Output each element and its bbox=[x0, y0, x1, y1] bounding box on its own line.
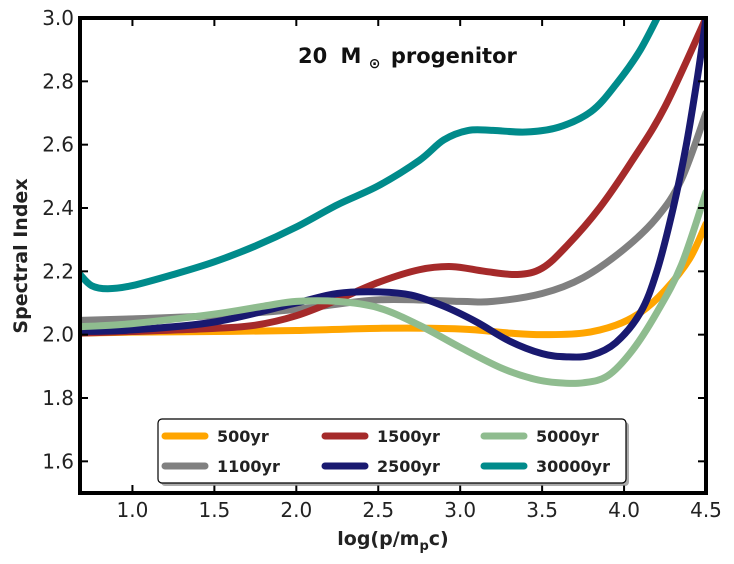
legend-label-1100yr: 1100yr bbox=[217, 457, 280, 476]
x-tick-label: 4.5 bbox=[690, 498, 722, 522]
x-tick-label: 4.0 bbox=[608, 498, 640, 522]
plot-frame bbox=[78, 16, 708, 495]
title-progenitor: progenitor bbox=[391, 44, 518, 68]
y-tick-label: 1.8 bbox=[42, 386, 74, 410]
legend: 500yr 1100yr 1500yr 2500yr 5000yr 30000yr bbox=[157, 418, 629, 486]
y-tick-label: 2.8 bbox=[42, 69, 74, 93]
y-axis-label: Spectral Index bbox=[10, 178, 32, 333]
x-axis-label: log(p/mpc) bbox=[337, 528, 448, 554]
y-tick-label: 2.4 bbox=[42, 196, 74, 220]
legend-label-2500yr: 2500yr bbox=[377, 457, 440, 476]
series-line-5000yr bbox=[80, 188, 706, 387]
x-tick-label: 2.5 bbox=[362, 498, 394, 522]
series-line-1500yr bbox=[80, 18, 706, 337]
legend-label-1500yr: 1500yr bbox=[377, 427, 440, 446]
x-axis-label-sub: p bbox=[419, 539, 428, 554]
title-mass-unit: M bbox=[341, 44, 362, 68]
x-tick-label: 3.0 bbox=[444, 498, 476, 522]
title-mass-value: 20 bbox=[298, 44, 327, 68]
title-sun-symbol: ⊙ bbox=[369, 56, 381, 72]
chart-title: 20 M ⊙ progenitor bbox=[298, 44, 518, 73]
y-tick-label: 3.0 bbox=[42, 6, 74, 30]
x-tick-label: 1.5 bbox=[198, 498, 230, 522]
axis-ticks: 1.0 1.5 2.0 2.5 3.0 3.5 4.0 4.5 1.6 1.8 2.0 2.2 2.4 2… bbox=[42, 6, 722, 522]
x-axis-label-end: c) bbox=[429, 528, 449, 550]
x-tick-label: 1.0 bbox=[117, 498, 149, 522]
series-lines bbox=[80, 18, 706, 387]
x-tick-label: 2.0 bbox=[280, 498, 312, 522]
x-axis-label-main: log(p/m bbox=[337, 528, 419, 550]
x-tick-label: 3.5 bbox=[526, 498, 558, 522]
y-tick-label: 2.6 bbox=[42, 133, 74, 157]
legend-label-30000yr: 30000yr bbox=[536, 457, 610, 476]
series-line-30000yr bbox=[80, 18, 662, 293]
legend-items: 500yr 1100yr 1500yr 2500yr 5000yr 30000yr bbox=[161, 427, 610, 476]
y-tick-label: 2.0 bbox=[42, 323, 74, 347]
legend-label-5000yr: 5000yr bbox=[536, 427, 599, 446]
y-tick-label: 2.2 bbox=[42, 259, 74, 283]
y-tick-label: 1.6 bbox=[42, 449, 74, 473]
legend-label-500yr: 500yr bbox=[217, 427, 269, 446]
